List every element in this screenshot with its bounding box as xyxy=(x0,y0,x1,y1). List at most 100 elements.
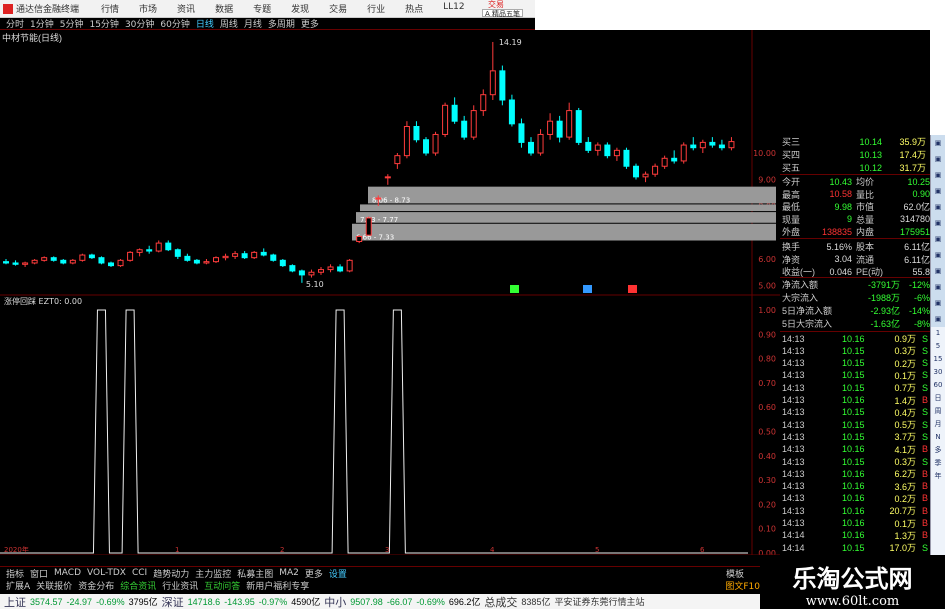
index-name[interactable]: 中小 xyxy=(324,596,347,609)
cell: 20.7万 xyxy=(889,506,916,517)
tool-icon[interactable]: ▣ xyxy=(931,247,945,263)
tool-icon[interactable]: ▣ xyxy=(931,215,945,231)
sub-tab[interactable]: 资金分布 xyxy=(78,582,115,592)
tool-icon[interactable]: ▣ xyxy=(931,151,945,167)
period-tab[interactable]: 30分钟 xyxy=(124,20,155,30)
period-shortcut[interactable]: 季 xyxy=(934,459,942,467)
tool-icon[interactable]: ▣ xyxy=(931,183,945,199)
period-tab[interactable]: 日线 xyxy=(195,20,214,30)
period-shortcut[interactable]: 日 xyxy=(934,394,942,402)
sub-tab[interactable]: 关联报价 xyxy=(36,582,73,592)
time-tick: 6 xyxy=(700,546,705,554)
candle-body xyxy=(661,157,668,167)
sub-tab[interactable]: 综合资讯 xyxy=(120,582,157,592)
menu-item[interactable]: 交易 xyxy=(329,5,348,15)
period-tab[interactable]: 15分钟 xyxy=(89,20,119,30)
sub-tab[interactable]: 行业资讯 xyxy=(162,582,199,592)
indicator-tab[interactable]: VOL-TDX xyxy=(87,568,126,578)
cell: 14:14 xyxy=(782,542,805,553)
input-method-indicator[interactable]: A 精品五笔 xyxy=(482,9,524,18)
period-tab[interactable]: 1分钟 xyxy=(30,20,54,30)
tool-icon[interactable]: ▣ xyxy=(931,295,945,311)
menu-item[interactable]: 专题 xyxy=(253,5,272,15)
indicator-tab[interactable]: MA2 xyxy=(279,568,299,578)
menu-item[interactable]: 市场 xyxy=(139,5,158,15)
cell: 6.11亿 xyxy=(904,242,930,252)
stat-row: 最高 10.58 量比 0.90 xyxy=(782,188,930,201)
sub-tab[interactable]: 扩展A xyxy=(6,582,31,592)
candle-body xyxy=(222,255,229,259)
period-shortcut[interactable]: 年 xyxy=(934,472,942,480)
period-shortcut[interactable]: 周 xyxy=(934,407,942,415)
tool-icon[interactable]: ▣ xyxy=(931,167,945,183)
candle-body xyxy=(127,251,134,261)
period-tab[interactable]: 周线 xyxy=(219,20,238,30)
period-shortcut[interactable]: 5 xyxy=(935,342,941,350)
sub-tab[interactable]: 新用户福利专享 xyxy=(246,582,310,592)
indicator-tab[interactable]: 指标 xyxy=(6,569,25,580)
menu-item[interactable]: LL12 xyxy=(443,2,465,12)
period-tab[interactable]: 5分钟 xyxy=(59,20,84,30)
cell: 0.2万 xyxy=(894,358,916,369)
tool-icon[interactable]: ▣ xyxy=(931,263,945,279)
cell: 0.9万 xyxy=(894,334,916,344)
cell: 9.98 xyxy=(834,201,852,212)
indicator-tab[interactable]: 窗口 xyxy=(30,569,49,580)
tool-icon[interactable]: ▣ xyxy=(931,311,945,327)
menu-item[interactable]: 行情 xyxy=(101,5,120,15)
cell: 14:13 xyxy=(782,518,805,528)
tool-icon[interactable]: ▣ xyxy=(931,135,945,151)
period-shortcut[interactable]: 月 xyxy=(934,420,942,428)
period-tab[interactable]: 分时 xyxy=(6,20,25,30)
index-name[interactable]: 深证 xyxy=(161,596,184,609)
indicator-tab[interactable]: CCI xyxy=(131,568,148,578)
indicator-tab[interactable]: 私募主图 xyxy=(237,569,274,580)
template-button[interactable]: 模板 xyxy=(725,569,744,580)
period-tab[interactable]: 60分钟 xyxy=(160,20,190,30)
period-tab[interactable]: 更多 xyxy=(300,20,319,30)
time-tick: 3 xyxy=(385,546,389,554)
period-shortcut[interactable]: 60 xyxy=(933,381,943,389)
candle-body xyxy=(575,110,582,143)
index-name[interactable]: 上证 xyxy=(4,596,26,609)
period-tab[interactable]: 多周期 xyxy=(267,20,295,30)
candle-body xyxy=(203,261,210,264)
period-shortcut[interactable]: 多 xyxy=(934,446,942,454)
cell: 14:13 xyxy=(782,505,805,516)
cell: 10.15 xyxy=(842,358,865,369)
f10-button[interactable]: 图文F10 xyxy=(725,582,760,592)
tool-icon[interactable]: ▣ xyxy=(931,279,945,295)
menu-item[interactable]: 资讯 xyxy=(177,5,196,15)
indicator-tab[interactable]: 主力监控 xyxy=(195,569,232,580)
sub-tab[interactable]: 互动问答 xyxy=(204,582,241,592)
indicator-tick: 0.30 xyxy=(758,476,776,485)
cell: 现量 xyxy=(782,214,801,225)
trade-button[interactable]: 交易 xyxy=(488,0,504,9)
kline-chart[interactable]: 10.009.008.007.006.005.008.06 - 8.737.33… xyxy=(0,30,780,555)
cell: 17.0万 xyxy=(889,543,916,554)
period-shortcut[interactable]: 1 xyxy=(935,329,941,337)
cell: 0.1万 xyxy=(894,518,916,529)
candle-body xyxy=(451,104,458,122)
menu-item[interactable]: 热点 xyxy=(405,5,424,15)
period-shortcut[interactable]: 15 xyxy=(933,355,943,363)
menu-item[interactable]: 发现 xyxy=(291,5,310,15)
indicator-tab[interactable]: 更多 xyxy=(304,569,323,580)
tick-row: 14:13 10.15 0.2万 S xyxy=(782,357,930,370)
menu-item[interactable]: 行业 xyxy=(367,5,386,15)
tool-icon[interactable]: ▣ xyxy=(931,199,945,215)
indicator-tab[interactable]: 趋势动力 xyxy=(153,569,190,580)
cell: 股本 xyxy=(856,242,875,252)
cell: 14:13 xyxy=(782,481,805,492)
cell: 净资 xyxy=(782,254,801,265)
price-tick: 9.00 xyxy=(758,176,776,185)
menu-item[interactable]: 数据 xyxy=(215,5,234,15)
period-shortcut[interactable]: N xyxy=(935,433,941,441)
tool-icon[interactable]: ▣ xyxy=(931,231,945,247)
indicator-tab[interactable]: MACD xyxy=(54,568,82,578)
indicator-tab[interactable]: 设置 xyxy=(328,569,347,580)
candle-body xyxy=(69,259,76,264)
period-tab[interactable]: 月线 xyxy=(243,20,262,30)
index-v: 9507.98 xyxy=(350,596,383,607)
period-shortcut[interactable]: 30 xyxy=(933,368,943,376)
